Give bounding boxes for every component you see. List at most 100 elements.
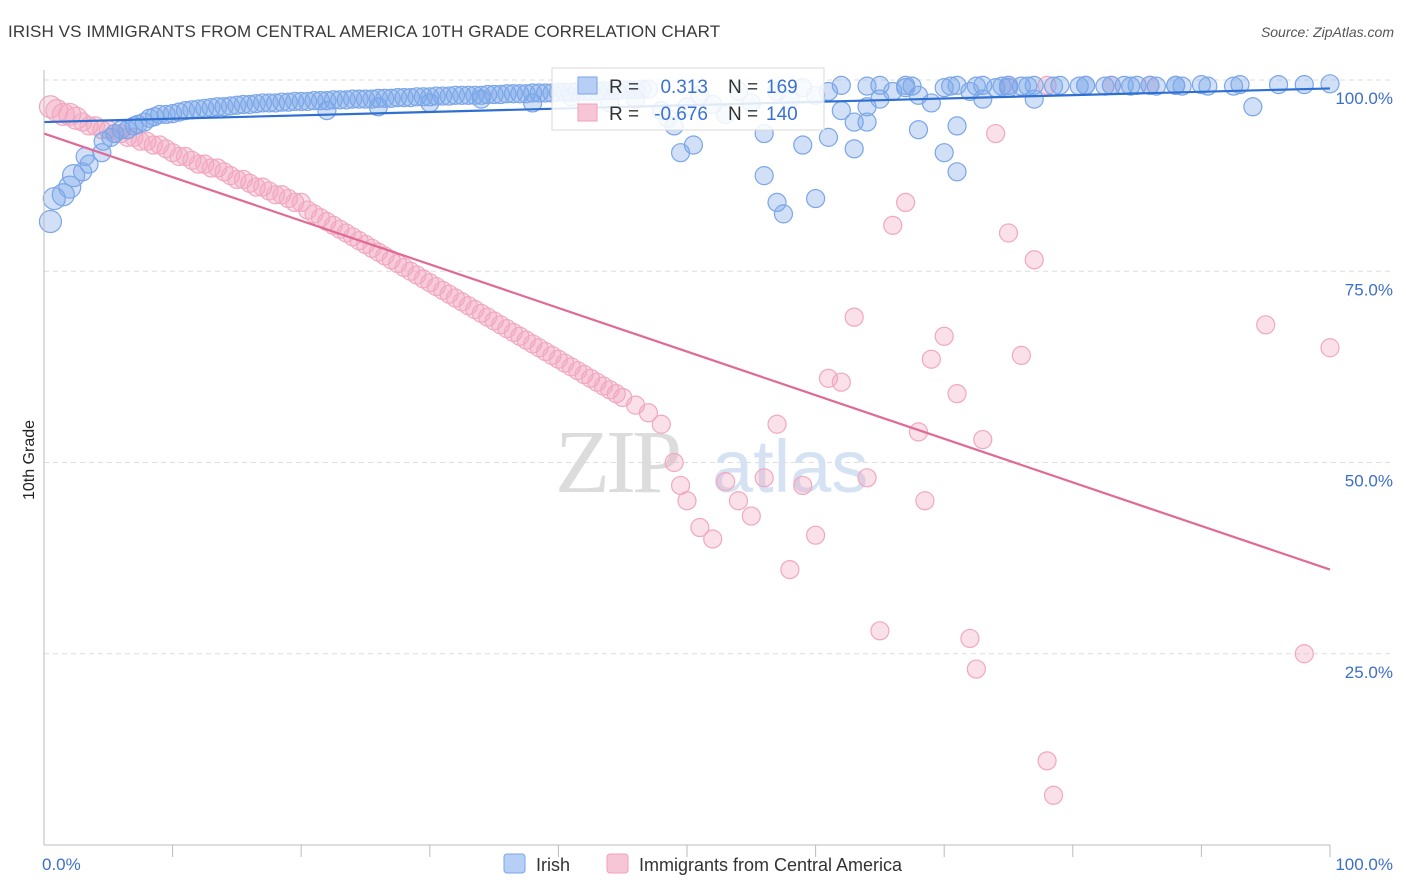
central-america-point [690,517,710,538]
central-america-point [844,307,864,327]
central-america-point [188,154,208,174]
irish-point [947,75,967,95]
stats-swatch-irish [577,76,598,95]
stats-n-value-irish: 169 [766,77,798,98]
legend-swatch-irish [503,853,526,874]
stats-r-value-irish: 0.313 [660,77,708,98]
irish-point [1018,76,1038,96]
x-tick-label-start: 0.0% [42,855,81,874]
y-tick-labels: 25.0% 50.0% 75.0% 100.0% [1335,89,1393,682]
irish-point [921,93,941,113]
irish-point [1223,76,1244,96]
irish-point [1230,74,1250,95]
central-america-point [921,349,941,369]
central-america-point [741,506,761,526]
central-america-point [915,491,935,511]
stats-n-label-central-america: N = [728,104,758,125]
central-america-point [246,177,266,197]
central-america-point [201,158,221,178]
irish-point [1146,76,1166,96]
central-america-point [227,169,247,190]
y-tick-label: 100.0% [1335,89,1393,108]
irish-point [941,76,961,96]
irish-point [1050,75,1070,95]
irish-point [1294,74,1314,95]
irish-point [1043,76,1064,96]
irish-point [317,100,337,121]
central-america-point [703,529,723,549]
central-america-point [960,628,980,649]
central-america-point [1256,315,1276,335]
irish-point [101,127,121,147]
irish-point [992,76,1012,96]
irish-point [420,93,440,113]
legend: Irish Immigrants from Central America [503,853,903,875]
central-america-point [883,215,903,235]
irish-point [793,135,813,155]
central-america-point [934,326,954,346]
irish-point [1024,75,1044,95]
stats-legend-box: R = 0.313 N = 169 R = -0.676 N = 140 [551,67,825,131]
central-america-point [947,384,967,404]
central-america-point [857,468,877,488]
irish-point [134,112,154,132]
watermark: ZIP atlas [555,413,868,512]
stats-r-value-central-america: -0.676 [654,104,708,125]
irish-point [1191,74,1212,95]
central-america-point [793,475,813,496]
irish-point [831,75,851,95]
central-america-point [1011,345,1031,365]
central-america-point [51,102,75,127]
central-america-point [1043,785,1064,805]
irish-point [754,166,774,186]
central-america-point [1294,644,1314,664]
series-central-america-points [38,75,1340,805]
irish-point [947,116,967,136]
irish-point [818,127,839,147]
x-tick-labels: 0.0% 100.0% [42,855,1393,874]
central-america-point [754,468,774,488]
irish-point [38,209,63,234]
central-america-point [780,559,800,580]
stats-n-label-irish: N = [728,77,758,98]
watermark-zip: ZIP [555,413,679,512]
central-america-point [805,525,826,545]
central-america-point [966,659,986,679]
central-america-point [896,192,916,212]
central-america-point [677,491,697,511]
irish-point [973,75,993,95]
stats-r-label-irish: R = [609,77,639,98]
irish-point [51,183,75,207]
grid-lines [44,79,1392,655]
irish-point [1069,76,1089,96]
irish-point [998,75,1019,95]
central-america-point [169,146,189,167]
irish-point [72,162,93,182]
irish-point [368,97,388,117]
irish-point [1166,75,1186,95]
central-america-point [728,491,749,511]
legend-label-irish: Irish [536,855,570,875]
source-credit: Source: ZipAtlas.com [1260,24,1394,40]
irish-point [523,93,543,113]
irish-point [1121,76,1141,96]
irish-point [805,188,826,209]
irish-point [471,89,491,109]
central-america-trend-line [43,132,1331,571]
legend-swatch-central-america [606,853,629,874]
stats-r-label-central-america: R = [609,104,639,125]
central-america-point [638,403,659,423]
watermark-atlas: atlas [712,425,868,508]
irish-point [1095,76,1115,96]
central-america-point [1320,338,1340,358]
y-tick-label: 75.0% [1345,280,1393,299]
central-america-point [831,372,851,392]
chart-title: IRISH VS IMMIGRANTS FROM CENTRAL AMERICA… [8,22,721,41]
irish-point [857,112,877,132]
central-america-point [143,135,163,155]
central-america-point [1024,250,1044,270]
central-america-point [715,472,736,492]
central-america-point [265,185,286,205]
legend-label-central-america: Immigrants from Central America [639,855,903,875]
